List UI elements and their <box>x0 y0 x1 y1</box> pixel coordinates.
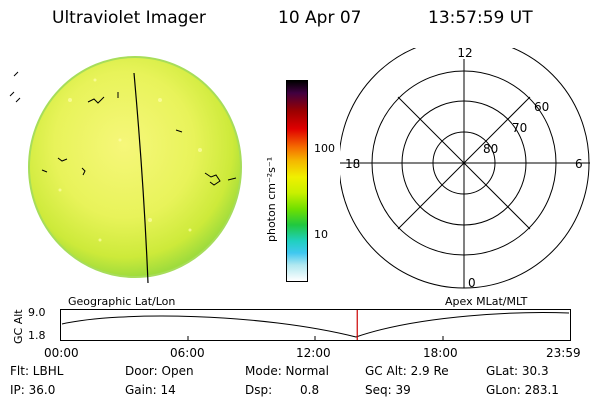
intensity-colorbar <box>286 80 308 282</box>
filter-readout: Flt: LBHL <box>10 364 64 378</box>
time-tick-1800: 18:00 <box>423 346 458 360</box>
uv-speckle-texture <box>58 78 202 242</box>
colorbar-tick-10: 10 <box>314 228 328 241</box>
polar-grid: 12 18 6 0 60 70 80 <box>340 48 590 290</box>
uv-earth-disk <box>28 56 242 278</box>
gc-alt-axis-title: GC Alt <box>12 309 25 344</box>
lat-label-60: 60 <box>534 100 549 114</box>
timeline-tick-marks <box>187 336 444 340</box>
lat-label-70: 70 <box>512 121 527 135</box>
geographic-label: Geographic Lat/Lon <box>68 295 176 308</box>
seq-readout: Seq: 39 <box>365 383 411 397</box>
altitude-curve <box>61 312 570 338</box>
ip-readout: IP: 36.0 <box>10 383 56 397</box>
mlt-label-18: 18 <box>345 157 360 171</box>
altitude-timeline[interactable] <box>60 309 572 343</box>
door-readout: Door: Open <box>125 364 194 378</box>
gc-alt-readout: GC Alt: 2.9 Re <box>365 364 449 378</box>
lat-label-80: 80 <box>483 142 498 156</box>
dsp-value: 0.8 <box>300 383 320 397</box>
app-title: Ultraviolet Imager <box>52 8 206 28</box>
dsp-label: Dsp: <box>245 383 273 397</box>
gc-alt-tick-min: 1.8 <box>28 329 46 342</box>
gc-alt-tick-max: 9.0 <box>28 306 46 319</box>
coastline-outlines <box>41 92 237 186</box>
glat-readout: GLat: 30.3 <box>486 364 549 378</box>
time-tick-1200: 12:00 <box>296 346 331 360</box>
gain-readout: Gain: 14 <box>125 383 176 397</box>
mlt-label-6: 6 <box>575 157 583 171</box>
apex-label: Apex MLat/MLT <box>445 295 528 308</box>
mode-readout: Mode: Normal <box>245 364 329 378</box>
time-readout: 13:57:59 UT <box>428 8 533 28</box>
glon-readout: GLon: 283.1 <box>486 383 559 397</box>
colorbar-label: photon cm⁻²s⁻¹ <box>265 156 278 242</box>
time-tick-2359: 23:59 <box>546 346 581 360</box>
terminator-line <box>133 72 149 284</box>
mlt-label-0: 0 <box>468 276 476 290</box>
polar-diagonal-2 <box>397 96 531 230</box>
time-tick-0000: 00:00 <box>44 346 79 360</box>
colorbar-tick-100: 100 <box>314 142 335 155</box>
edge-ticks <box>9 71 21 103</box>
date-readout: 10 Apr 07 <box>278 8 362 28</box>
mlt-label-12: 12 <box>457 48 472 60</box>
uv-image-panel <box>9 56 242 284</box>
time-tick-0600: 06:00 <box>170 346 205 360</box>
